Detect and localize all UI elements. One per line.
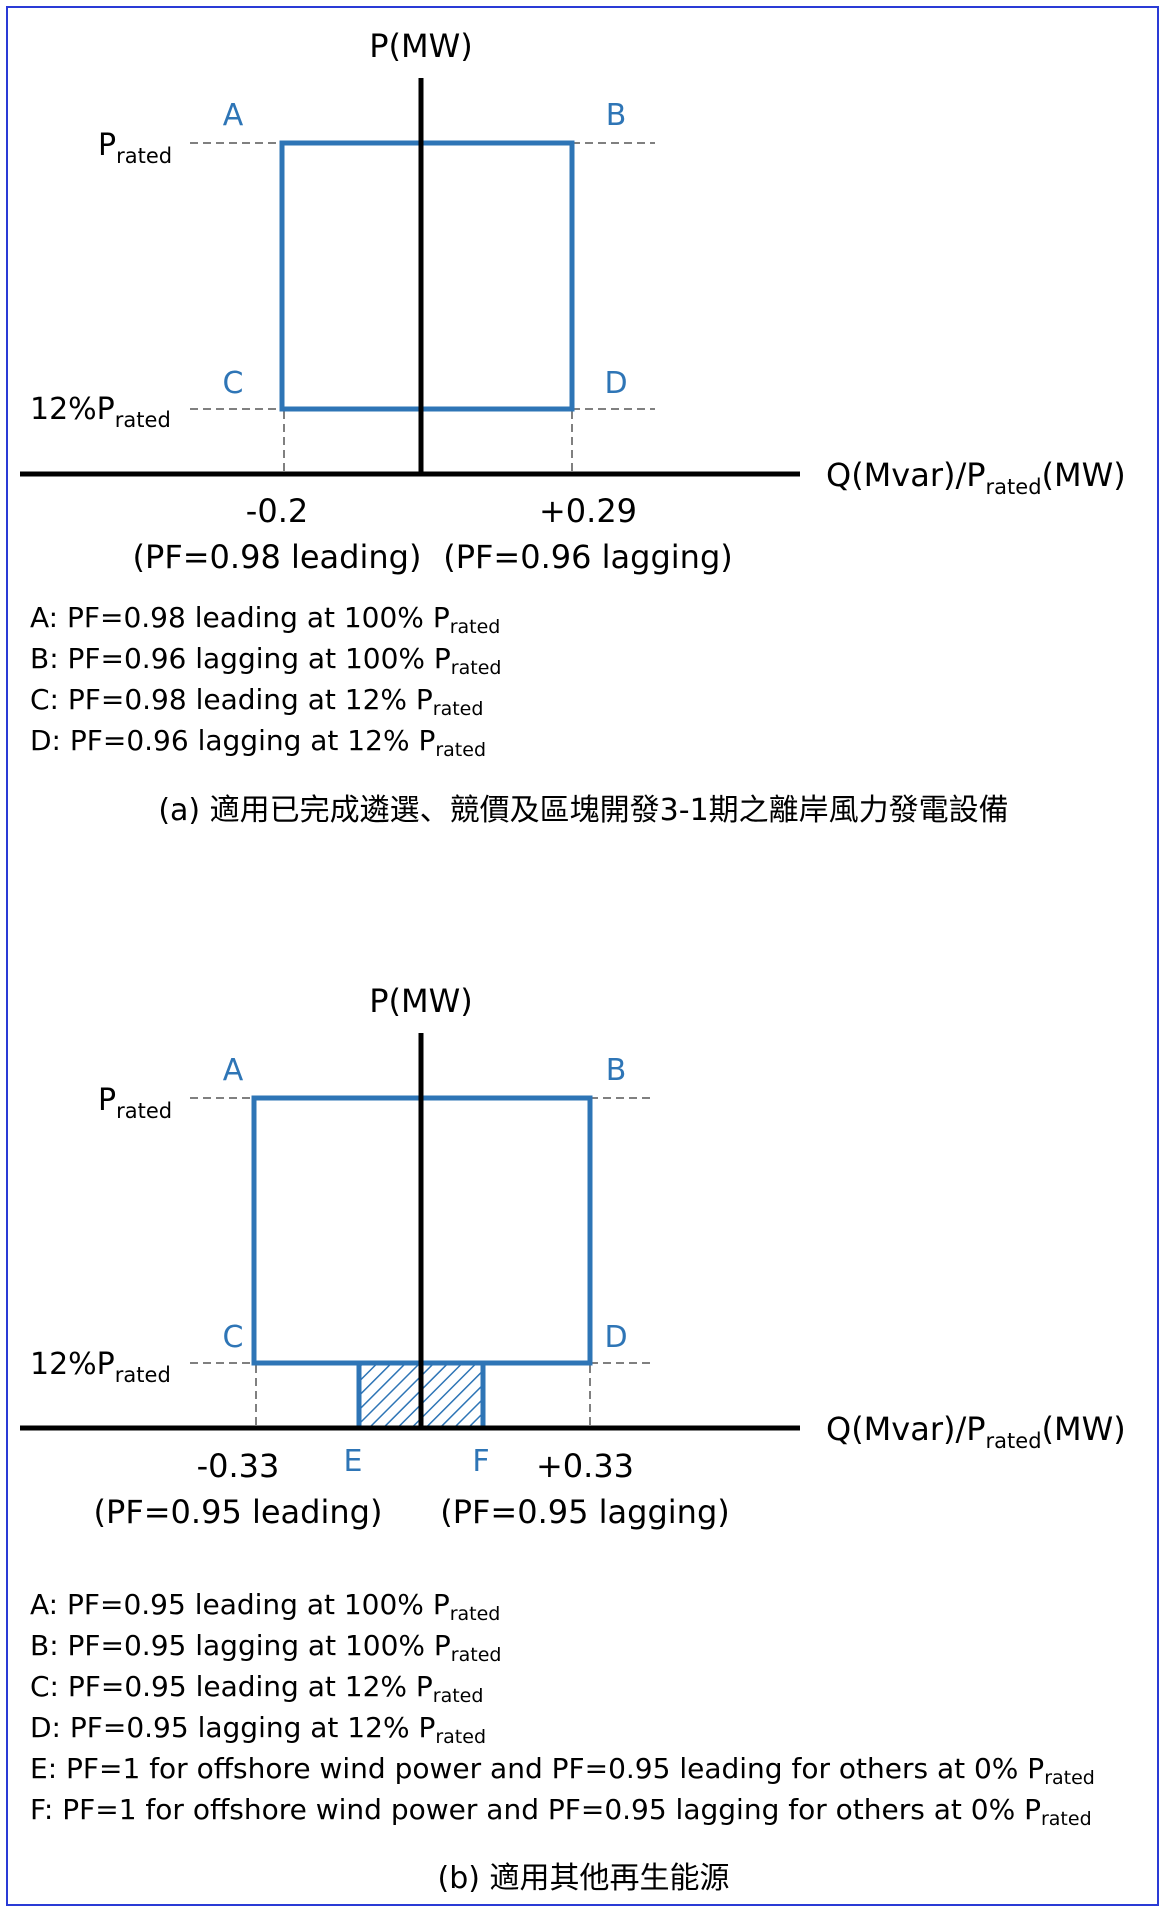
note-c: C: PF=0.95 leading at 12% Prated [30, 1670, 484, 1707]
x-axis-label: Q(Mvar)/Prated(MW) [826, 456, 1126, 499]
note-b: B: PF=0.96 lagging at 100% Prated [30, 642, 502, 679]
level-prated-label: Prated [98, 1083, 172, 1123]
tick-left-pf: (PF=0.98 leading) [133, 538, 422, 576]
level-12pct-label: 12%Prated [30, 1347, 171, 1387]
tick-right-pf: (PF=0.96 lagging) [443, 538, 733, 576]
point-c-label: C [223, 366, 244, 401]
note-d: D: PF=0.95 lagging at 12% Prated [30, 1711, 486, 1748]
point-a-label: A [223, 98, 244, 133]
tick-right-value: +0.33 [536, 1447, 634, 1485]
y-axis-label: P(MW) [369, 982, 473, 1020]
tick-left-pf: (PF=0.95 leading) [94, 1493, 383, 1531]
tick-left-value: -0.33 [197, 1447, 280, 1485]
point-d-label: D [604, 366, 627, 401]
diagram-b: P(MW) Q(Mvar)/Prated(MW) Prated 12%Prate… [20, 982, 1126, 1531]
tick-right-pf: (PF=0.95 lagging) [440, 1493, 730, 1531]
point-b-label: B [606, 98, 627, 133]
capability-region-abcd [279, 140, 575, 412]
point-d-label: D [604, 1320, 627, 1355]
notes-list-a: A: PF=0.98 leading at 100% Prated B: PF=… [30, 597, 501, 761]
note-c: C: PF=0.98 leading at 12% Prated [30, 683, 484, 720]
level-12pct-label: 12%Prated [30, 392, 171, 432]
figure-frame [6, 6, 1159, 1906]
note-d: D: PF=0.96 lagging at 12% Prated [30, 724, 486, 761]
level-prated-label: Prated [98, 128, 172, 168]
note-f: F: PF=1 for offshore wind power and PF=0… [30, 1793, 1092, 1830]
tick-right-value: +0.29 [539, 492, 637, 530]
point-a-label: A [223, 1053, 244, 1088]
note-b: B: PF=0.95 lagging at 100% Prated [30, 1629, 502, 1666]
note-e: E: PF=1 for offshore wind power and PF=0… [30, 1752, 1095, 1789]
caption-b: (b) 適用其他再生能源 [437, 1861, 730, 1896]
point-b-label: B [606, 1053, 627, 1088]
note-a: A: PF=0.98 leading at 100% Prated [30, 601, 501, 638]
point-f-label: F [472, 1444, 489, 1479]
notes-list-b: A: PF=0.95 leading at 100% Prated B: PF=… [30, 1584, 1095, 1830]
point-c-label: C [223, 1320, 244, 1355]
tick-left-value: -0.2 [246, 492, 308, 530]
x-axis-label: Q(Mvar)/Prated(MW) [826, 1410, 1126, 1453]
y-axis-label: P(MW) [369, 27, 473, 65]
note-a: A: PF=0.95 leading at 100% Prated [30, 1588, 501, 1625]
point-e-label: E [344, 1444, 363, 1479]
diagram-a: P(MW) Q(Mvar)/Prated(MW) Prated 12%Prate… [20, 27, 1126, 576]
caption-a: (a) 適用已完成遴選、競價及區塊開發3-1期之離岸風力發電設備 [158, 793, 1009, 828]
